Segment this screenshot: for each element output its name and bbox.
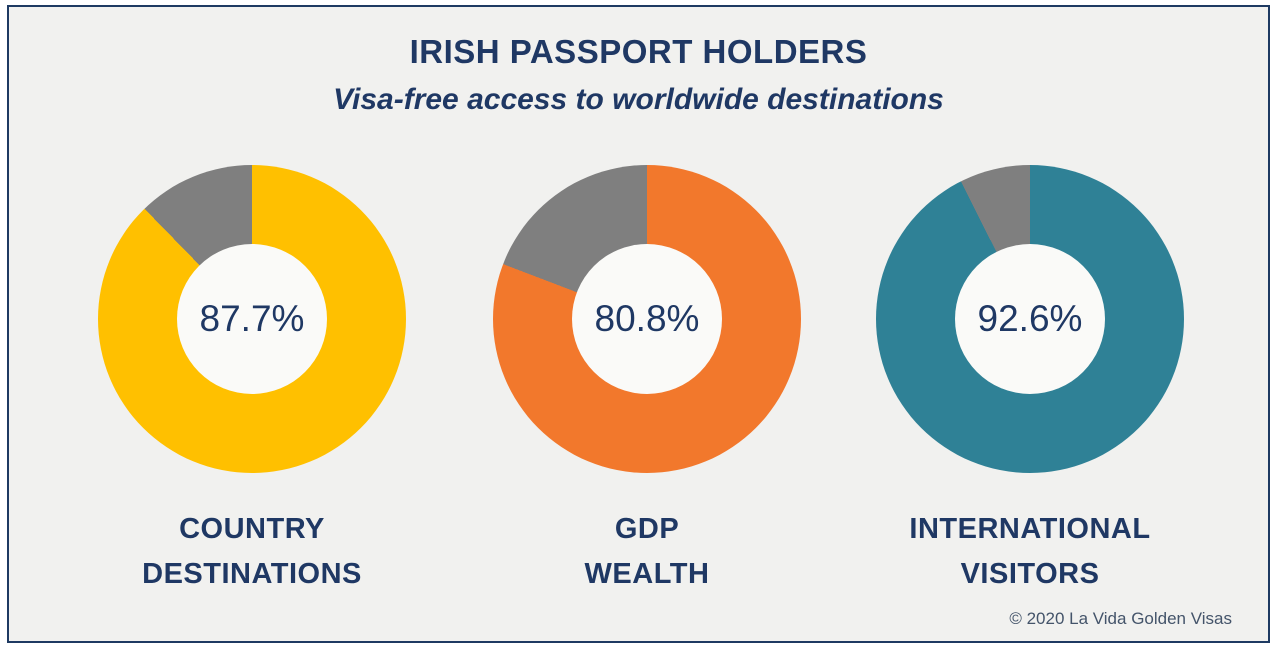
chart-label-line: COUNTRY (179, 513, 325, 545)
chart-label-line: DESTINATIONS (142, 558, 362, 590)
donut-ring: 92.6% (876, 165, 1184, 473)
donut-value: 80.8% (594, 298, 700, 339)
page-title: IRISH PASSPORT HOLDERS (409, 33, 868, 70)
chart-label: INTERNATIONAL VISITORS (860, 507, 1200, 597)
chart-label-line: VISITORS (960, 558, 1100, 590)
donut-value: 92.6% (977, 298, 1083, 339)
donut-value: 87.7% (199, 298, 305, 339)
donut-ring: 87.7% (98, 165, 406, 473)
chart-label: GDP WEALTH (477, 507, 817, 597)
copyright-text: © 2020 La Vida Golden Visas (1009, 609, 1232, 628)
chart-label-line: INTERNATIONAL (909, 513, 1151, 545)
chart-header: IRISH PASSPORT HOLDERS Visa-free access … (9, 33, 1268, 117)
slide-frame: IRISH PASSPORT HOLDERS Visa-free access … (7, 5, 1270, 643)
chart-label: COUNTRY DESTINATIONS (82, 507, 422, 597)
donut-chart-gdp-wealth: 80.8% GDP WEALTH (477, 165, 817, 597)
donut-hole: 92.6% (955, 244, 1105, 394)
donut-chart-international-visitors: 92.6% INTERNATIONAL VISITORS (860, 165, 1200, 597)
donut-hole: 87.7% (177, 244, 327, 394)
donut-chart-country-destinations: 87.7% COUNTRY DESTINATIONS (82, 165, 422, 597)
page-subtitle: Visa-free access to worldwide destinatio… (333, 83, 944, 116)
chart-label-line: WEALTH (584, 558, 710, 590)
chart-label-line: GDP (614, 513, 680, 545)
donut-hole: 80.8% (572, 244, 722, 394)
donut-ring: 80.8% (493, 165, 801, 473)
